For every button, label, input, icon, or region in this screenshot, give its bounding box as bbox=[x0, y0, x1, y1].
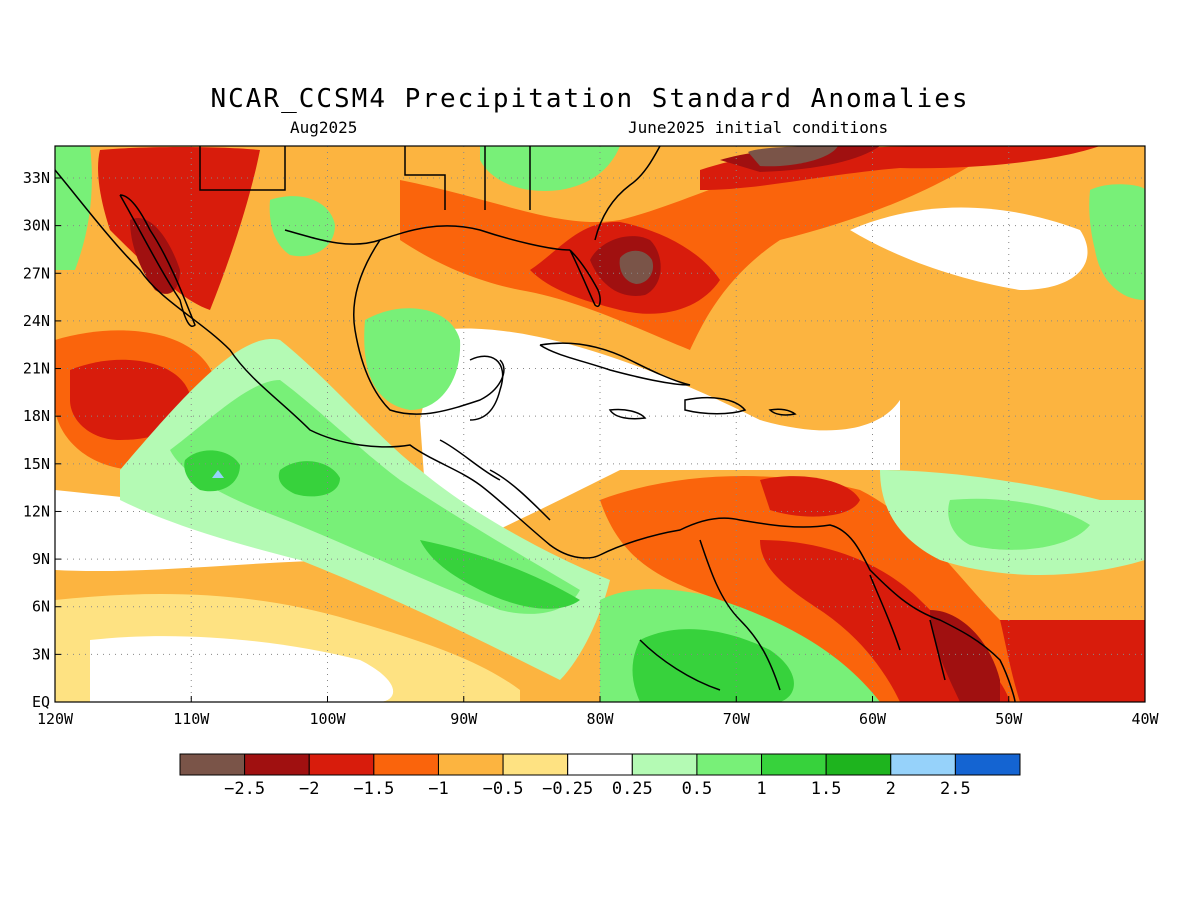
lon-label: 80W bbox=[586, 710, 614, 728]
color-bar-swatch bbox=[567, 753, 633, 776]
mexico-pacific-coast bbox=[54, 169, 601, 559]
pacific-wet-max-1 bbox=[184, 450, 240, 492]
lat-label: 30N bbox=[23, 217, 50, 235]
guyana-suriname-border bbox=[929, 619, 946, 681]
mexico-dry-region bbox=[98, 147, 260, 310]
us-mexico-border bbox=[199, 146, 286, 191]
lat-label: 27N bbox=[23, 264, 50, 282]
lat-label: 9N bbox=[32, 550, 50, 568]
lon-label: 90W bbox=[450, 710, 478, 728]
color-bar-label: −0.25 bbox=[542, 779, 593, 799]
lon-label: 50W bbox=[995, 710, 1023, 728]
color-bar-swatch bbox=[954, 753, 1021, 776]
guianas-dry-max bbox=[930, 610, 1000, 702]
coastlines bbox=[54, 145, 1016, 703]
color-bar-label: 1 bbox=[756, 779, 766, 799]
color-bar-swatch bbox=[825, 753, 892, 776]
color-bar-swatch bbox=[890, 753, 956, 776]
color-bar-swatch bbox=[761, 753, 827, 776]
color-bar-labels: −2.5 −2 −1.5 −1 −0.5 −0.25 0.25 0.5 1 1.5 2 2.5 bbox=[224, 779, 971, 799]
caribbean-neutral-zone bbox=[420, 328, 900, 560]
yucatan-coast bbox=[469, 355, 504, 421]
longitude-labels: 120W 110W 100W 90W 80W 70W 60W 50W 40W bbox=[37, 696, 1160, 728]
color-bar-swatch bbox=[696, 753, 763, 776]
lat-label: 6N bbox=[32, 598, 50, 616]
lat-label: EQ bbox=[32, 693, 50, 711]
hispaniola bbox=[684, 396, 747, 415]
lat-label: 33N bbox=[23, 169, 50, 187]
pacific-blue-spot bbox=[212, 470, 224, 478]
color-bar-swatch bbox=[631, 753, 698, 776]
color-bar-label: 0.5 bbox=[682, 779, 713, 799]
lat-label: 12N bbox=[23, 502, 50, 520]
caribbean-dry-patch bbox=[760, 476, 860, 517]
lat-label: 18N bbox=[23, 407, 50, 425]
map-title: NCAR_CCSM4 Precipitation Standard Anomal… bbox=[210, 84, 970, 114]
central-america-border-2 bbox=[489, 469, 551, 521]
lat-label: 21N bbox=[23, 360, 50, 378]
color-bar-swatch bbox=[244, 753, 310, 776]
color-bar-swatch bbox=[373, 753, 439, 776]
color-bar-label: −1.5 bbox=[353, 779, 394, 799]
florida-brown-spot bbox=[619, 250, 654, 284]
colombia-wet-core bbox=[632, 629, 794, 702]
lat-label: 3N bbox=[32, 645, 50, 663]
lat-label: 15N bbox=[23, 455, 50, 473]
pacific-wet-band bbox=[420, 540, 580, 609]
us-state-lines bbox=[404, 146, 531, 210]
north-atlantic-brown bbox=[748, 146, 838, 167]
color-bar-swatch bbox=[308, 753, 375, 776]
southeast-us-wet bbox=[480, 146, 620, 191]
gulf-wet-blob bbox=[364, 308, 461, 410]
anomaly-field bbox=[55, 146, 1145, 702]
color-bar-label: −2 bbox=[299, 779, 319, 799]
pacific-wet-max-2 bbox=[278, 461, 340, 497]
lon-label: 110W bbox=[173, 710, 210, 728]
us-east-coast bbox=[594, 145, 661, 241]
mexico-gulf-coast bbox=[353, 239, 505, 415]
color-bar-swatch bbox=[502, 753, 569, 776]
color-bar-label: 1.5 bbox=[811, 779, 842, 799]
latitude-labels: 33N 30N 27N 24N 21N 18N 15N 12N 9N 6N 3N EQ bbox=[23, 169, 61, 711]
central-america-border-1 bbox=[439, 439, 501, 481]
colombia-peru-border bbox=[639, 639, 721, 691]
lon-label: 70W bbox=[723, 710, 751, 728]
cuba bbox=[539, 342, 691, 386]
color-bar-swatch bbox=[437, 753, 504, 776]
color-bar-swatch bbox=[179, 753, 246, 776]
us-gulf-coast bbox=[284, 225, 571, 251]
far-east-wet bbox=[1089, 184, 1145, 300]
atlantic-white-band bbox=[850, 207, 1088, 290]
initial-conditions: June2025 initial conditions bbox=[628, 118, 889, 137]
south-america-coast bbox=[599, 517, 1016, 703]
lon-label: 100W bbox=[309, 710, 346, 728]
florida-peninsula bbox=[569, 249, 601, 307]
puerto-rico bbox=[768, 408, 797, 416]
equatorial-atlantic-dry bbox=[1000, 620, 1145, 702]
lat-label: 24N bbox=[23, 312, 50, 330]
color-bar-label: 2 bbox=[886, 779, 896, 799]
lon-label: 60W bbox=[859, 710, 887, 728]
atlantic-wet-core bbox=[948, 498, 1090, 550]
jamaica bbox=[608, 408, 647, 420]
texas-wet-blob bbox=[269, 196, 335, 257]
pacific-dry-core bbox=[70, 359, 191, 440]
lon-label: 120W bbox=[37, 710, 74, 728]
equatorial-pacific-white bbox=[90, 636, 394, 702]
color-bar-label: −0.5 bbox=[483, 779, 524, 799]
baja-california bbox=[119, 194, 196, 327]
venezuela-guyana-border bbox=[869, 574, 901, 651]
color-bar-label: 2.5 bbox=[940, 779, 971, 799]
colombia-venezuela-border bbox=[699, 539, 781, 691]
forecast-month: Aug2025 bbox=[290, 118, 358, 137]
color-bar-label: 0.25 bbox=[612, 779, 653, 799]
color-bar-label: −1 bbox=[428, 779, 448, 799]
lon-label: 40W bbox=[1131, 710, 1159, 728]
top-left-green bbox=[55, 146, 92, 270]
color-bar-label: −2.5 bbox=[224, 779, 265, 799]
color-bar bbox=[179, 753, 1021, 776]
gulf-dry-band bbox=[400, 146, 1000, 350]
